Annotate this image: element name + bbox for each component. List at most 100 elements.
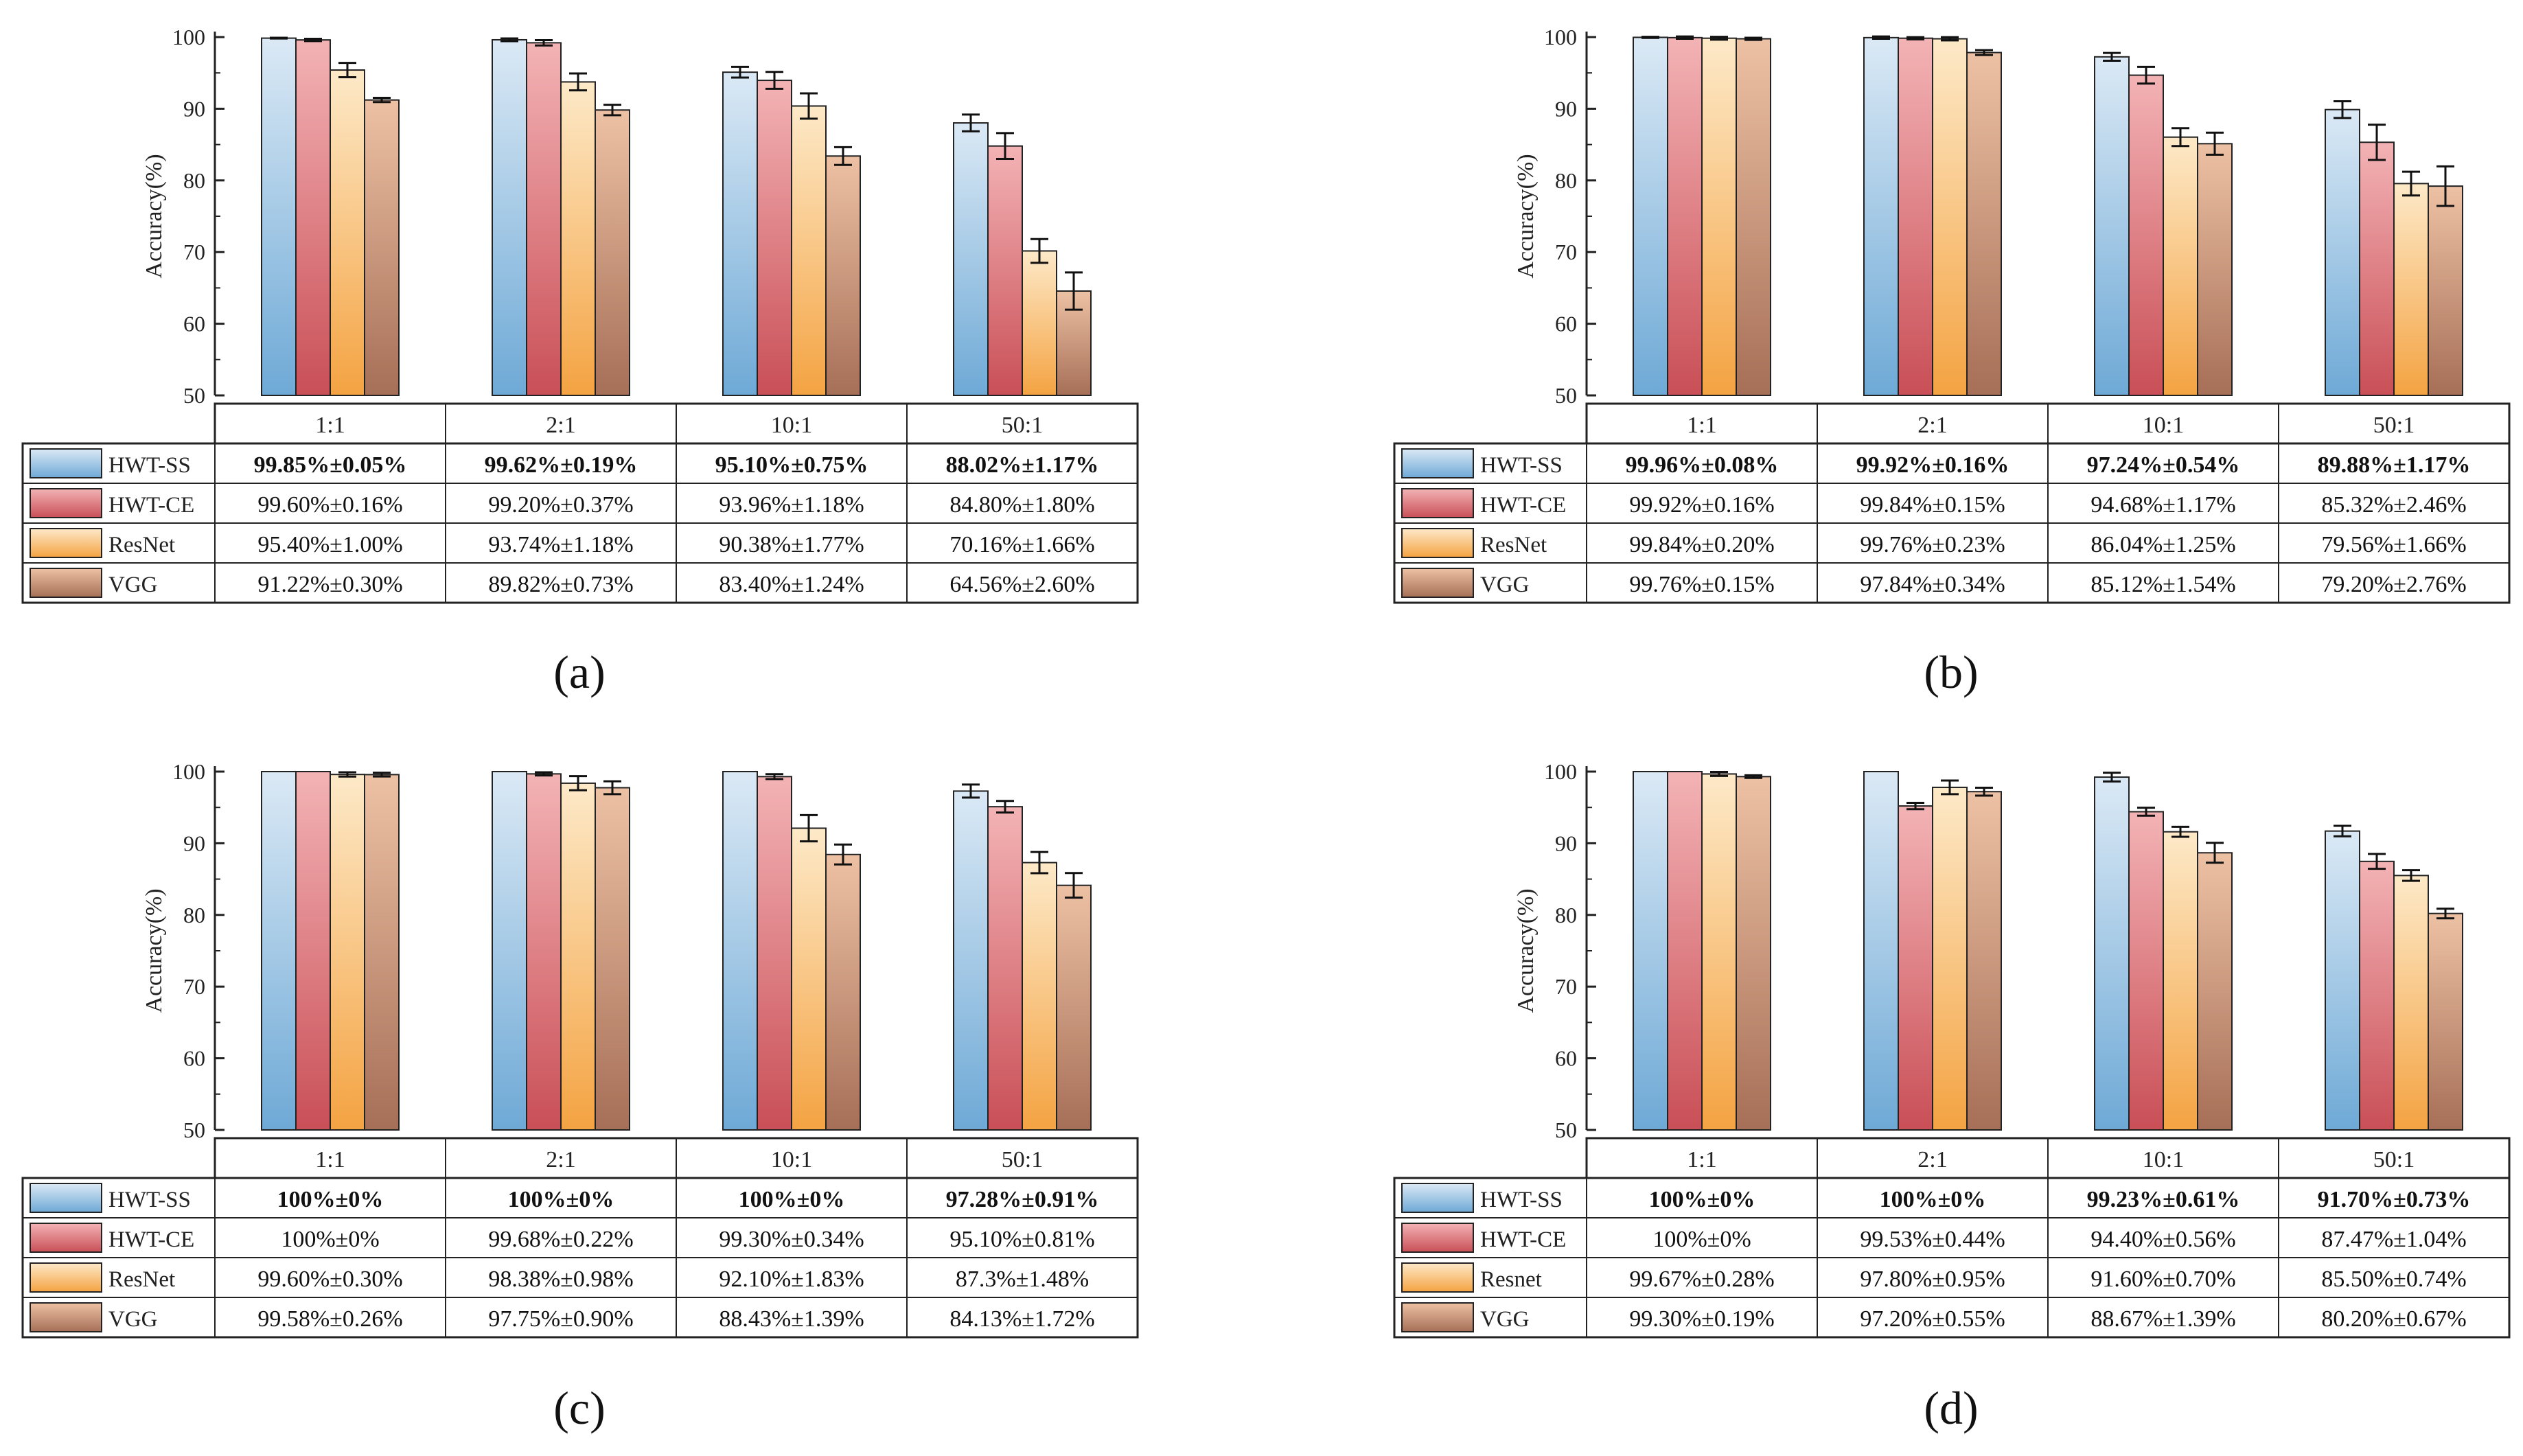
legend-label: Resnet — [1480, 1267, 1542, 1292]
caption-b: (b) — [1924, 646, 1979, 698]
bar — [1633, 771, 1668, 1131]
table-cell: 100%±0% — [1880, 1187, 1986, 1212]
category-label: 1:1 — [315, 413, 345, 438]
legend-label: HWT-SS — [108, 453, 191, 478]
table-cell: 99.92%±0.16% — [1629, 492, 1774, 518]
bar — [2359, 860, 2395, 1131]
bar — [2094, 56, 2130, 397]
y-tick-label: 100 — [1544, 759, 1577, 784]
category-label: 2:1 — [1917, 1147, 1947, 1172]
y-tick-label: 50 — [1555, 383, 1577, 408]
bar — [1863, 36, 1899, 396]
y-tick-label: 70 — [183, 240, 205, 264]
table-cell: 99.23%±0.61% — [2087, 1187, 2240, 1212]
bar — [987, 806, 1023, 1131]
bar — [1701, 773, 1737, 1131]
legend-label: HWT-CE — [1480, 1227, 1566, 1252]
table-cell: 100%±0% — [277, 1187, 384, 1212]
table-cell: 100%±0% — [281, 1227, 379, 1252]
y-tick-label: 50 — [183, 1118, 205, 1142]
y-tick-label: 50 — [183, 383, 205, 408]
bar — [2325, 108, 2360, 396]
table-cell: 70.16%±1.66% — [949, 532, 1094, 557]
bar — [2163, 831, 2198, 1131]
bar — [1736, 776, 1771, 1131]
bar — [825, 853, 861, 1131]
legend-label: HWT-CE — [108, 493, 194, 518]
category-label: 50:1 — [1002, 1147, 1043, 1172]
legend-label: VGG — [108, 573, 158, 597]
table-cell: 86.04%±1.25% — [2090, 532, 2235, 557]
table-cell: 92.10%±1.83% — [719, 1267, 864, 1292]
bar — [1932, 786, 1968, 1131]
table-cell: 89.82%±0.73% — [488, 572, 633, 597]
legend-swatch — [1401, 568, 1474, 598]
bar — [526, 42, 562, 397]
bar — [1667, 36, 1703, 396]
bar — [330, 774, 365, 1131]
bar — [261, 37, 297, 397]
caption-a: (a) — [553, 646, 606, 698]
category-label: 1:1 — [315, 1147, 345, 1172]
table-cell: 84.13%±1.72% — [949, 1306, 1094, 1332]
legend-label: VGG — [108, 1307, 158, 1332]
table-cell: 84.80%±1.80% — [949, 492, 1094, 518]
category-label: 2:1 — [546, 1147, 575, 1172]
table-cell: 88.67%±1.39% — [2090, 1306, 2235, 1332]
bar — [2163, 136, 2198, 396]
y-tick-label: 80 — [1555, 168, 1577, 193]
category-label: 50:1 — [2373, 413, 2415, 438]
y-tick-label: 60 — [183, 1046, 205, 1071]
category-label: 10:1 — [771, 413, 812, 438]
table-cell: 99.53%±0.44% — [1860, 1227, 2005, 1252]
legend-label: ResNet — [108, 1267, 175, 1292]
bar — [2094, 776, 2130, 1131]
bar — [1966, 51, 2002, 396]
chart-panel-c: 50 60 70 80 90 100 Accuracy(%) 1:1 2:1 10:1 50:1 HW… — [21, 754, 1147, 1341]
bar — [1022, 250, 1057, 396]
caption-c: (c) — [553, 1382, 606, 1434]
y-tick-label: 80 — [183, 168, 205, 193]
y-tick-label: 70 — [183, 974, 205, 999]
legend-label: VGG — [1480, 573, 1530, 597]
table-cell: 89.88%±1.17% — [2318, 452, 2471, 478]
y-tick-label: 90 — [183, 831, 205, 855]
table-cell: 97.75%±0.90% — [488, 1306, 633, 1332]
chart-panel-d: 50 60 70 80 90 100 Accuracy(%) 1:1 2:1 10:1 50:1 HW… — [1392, 754, 2518, 1341]
bar — [2428, 185, 2463, 396]
bar — [2197, 143, 2233, 396]
legend-swatch — [30, 448, 102, 478]
table-cell: 85.50%±0.74% — [2321, 1267, 2466, 1292]
table-cell: 97.24%±0.54% — [2087, 452, 2240, 478]
y-tick-label: 100 — [172, 759, 205, 784]
table-cell: 100%±0% — [1652, 1227, 1751, 1252]
category-label: 2:1 — [546, 413, 575, 438]
bar — [492, 771, 527, 1131]
table-cell: 79.20%±2.76% — [2321, 572, 2466, 597]
bar — [2393, 183, 2429, 397]
legend-swatch — [30, 1223, 102, 1253]
chart-svg: 50 60 70 80 90 100 Accuracy(%) 1:1 2:1 10:1 50:1 HW… — [1393, 25, 2511, 604]
y-axis-label: Accuracy(%) — [141, 154, 167, 278]
table-cell: 99.85%±0.05% — [254, 452, 407, 478]
bar — [295, 39, 331, 396]
table-cell: 99.62%±0.19% — [485, 452, 638, 478]
chart-svg: 50 60 70 80 90 100 Accuracy(%) 1:1 2:1 10:1 50:1 HW… — [21, 25, 1139, 604]
bar — [1056, 884, 1092, 1131]
category-label: 2:1 — [1917, 413, 1947, 438]
bar — [2393, 875, 2429, 1131]
table-cell: 99.58%±0.26% — [257, 1306, 402, 1332]
table-cell: 99.96%±0.08% — [1626, 452, 1779, 478]
table-cell: 99.30%±0.34% — [719, 1227, 864, 1252]
table-cell: 93.96%±1.18% — [719, 492, 864, 518]
table-cell: 87.47%±1.04% — [2321, 1227, 2466, 1252]
bar — [987, 145, 1023, 397]
y-tick-label: 80 — [183, 903, 205, 927]
category-label: 50:1 — [1002, 413, 1043, 438]
legend-swatch — [30, 488, 102, 518]
y-tick-label: 70 — [1555, 240, 1577, 264]
bar — [1022, 862, 1057, 1131]
legend-label: HWT-SS — [108, 1188, 191, 1212]
bar — [1633, 36, 1668, 396]
y-axis-label: Accuracy(%) — [1513, 888, 1539, 1013]
